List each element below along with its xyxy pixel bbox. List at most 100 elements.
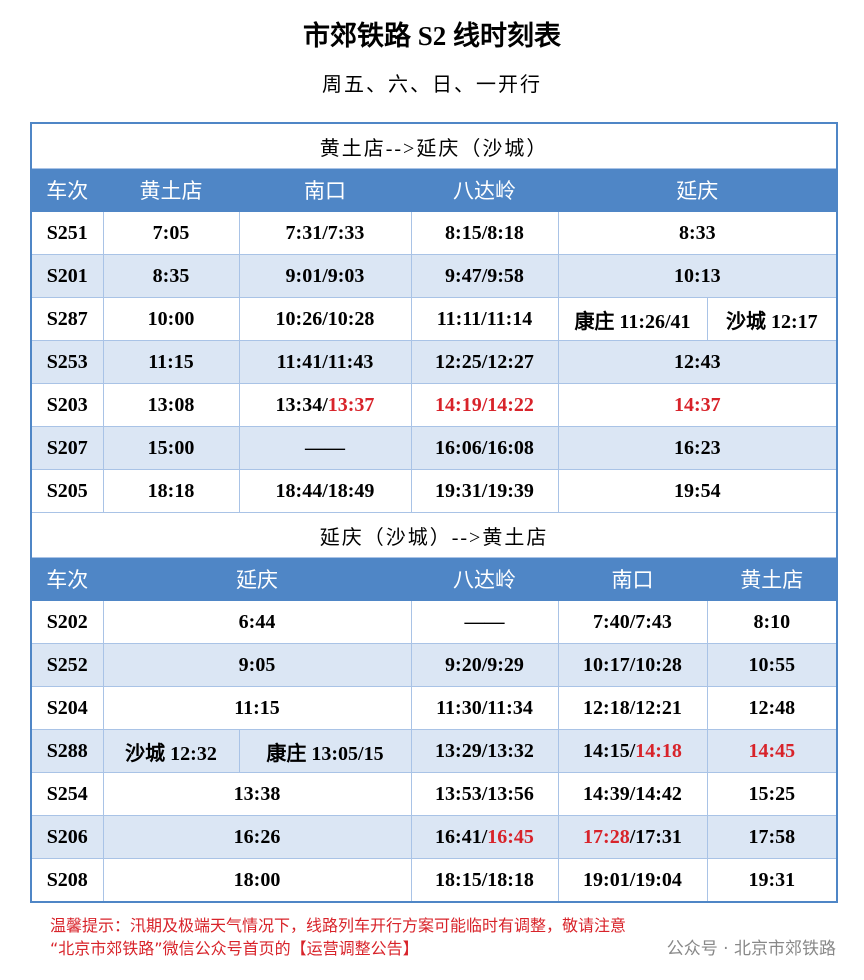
cell-text: 11:41/11:43	[276, 350, 374, 373]
cell: 18:15/18:18	[410, 858, 559, 903]
cell-text: /17:31	[629, 825, 682, 848]
cell-text: 11:11/11:14	[436, 307, 533, 330]
cell: 车次	[30, 168, 104, 212]
cell-text: 10:26/10:28	[275, 307, 375, 330]
cell: 13:38	[102, 772, 412, 816]
cell: 14:39/14:42	[557, 772, 708, 816]
cell: 13:29/13:32	[410, 729, 559, 773]
cell-text: 12:43	[673, 350, 721, 373]
direction-row: 延庆（沙城）-->黄土店	[30, 512, 838, 558]
cell: S207	[30, 426, 104, 470]
cell-text: 8:33	[678, 221, 716, 244]
cell: S208	[30, 858, 104, 903]
row: S208 18:00 18:15/18:18 19:01/19:04 19:31	[30, 858, 838, 903]
cell-text: 16:45	[487, 825, 534, 848]
cell: 15:00	[102, 426, 240, 470]
cell: S206	[30, 815, 104, 859]
cell: 11:11/11:14	[410, 297, 559, 341]
cell: 18:00	[102, 858, 412, 903]
cell: S203	[30, 383, 104, 427]
row: S205 18:18 18:44/18:49 19:31/19:39 19:54	[30, 469, 838, 513]
cell-text: 13:34/	[275, 393, 328, 416]
cell: 7:31/7:33	[238, 211, 412, 255]
cell-text: S287	[46, 307, 88, 330]
cell-text: S203	[46, 393, 88, 416]
cell-text: 15:00	[147, 436, 195, 459]
cell-text: 康庄 11:26/41	[574, 310, 691, 333]
cell-text: 12:18/12:21	[583, 696, 682, 719]
title: 市郊铁路 S2 线时刻表	[302, 21, 562, 51]
row: S253 11:15 11:41/11:43 12:25/12:27 12:43	[30, 340, 838, 384]
cell-text: 19:01/19:04	[583, 868, 682, 891]
cell-text: 7:31/7:33	[285, 221, 365, 244]
cell: 南口	[238, 168, 412, 212]
cell: S202	[30, 600, 104, 644]
cell: 10:17/10:28	[557, 643, 708, 687]
cell-text: 16:06/16:08	[435, 436, 534, 459]
cell-text: 17:28	[583, 825, 630, 848]
subtitle: 周五、六、日、一开行	[322, 74, 542, 96]
cell: 9:05	[102, 643, 412, 687]
cell-text: S204	[46, 696, 88, 719]
cell-text: 14:19/14:22	[435, 393, 534, 416]
cell: 13:53/13:56	[410, 772, 559, 816]
cell-text: 9:01/9:03	[285, 264, 365, 287]
cell-text: 16:41/	[435, 825, 488, 848]
row: S201 8:35 9:01/9:03 9:47/9:58 10:13	[30, 254, 838, 298]
cell-text: S207	[46, 436, 88, 459]
cell: 14:19/14:22	[410, 383, 559, 427]
row: S206 16:26 16:41/16:45 17:28/17:31 17:58	[30, 815, 838, 859]
cell-text: 14:15/	[583, 739, 636, 762]
cell: 12:48	[706, 686, 838, 730]
row: S251 7:05 7:31/7:33 8:15/8:18 8:33	[30, 211, 838, 255]
cell: 16:26	[102, 815, 412, 859]
cell-text: S253	[46, 350, 88, 373]
cell-text: 13:53/13:56	[435, 782, 534, 805]
cell: 14:45	[706, 729, 838, 773]
row: S204 11:15 11:30/11:34 12:18/12:21 12:48	[30, 686, 838, 730]
cell: 18:18	[102, 469, 240, 513]
cell-text: 10:55	[748, 653, 796, 676]
cell: ——	[410, 600, 559, 644]
direction: 黄土店-->延庆（沙城）	[30, 122, 838, 169]
cell-text: 18:44/18:49	[275, 479, 375, 502]
cell: 8:35	[102, 254, 240, 298]
cell: 11:15	[102, 686, 412, 730]
cell-text: 沙城 12:17	[725, 310, 818, 333]
row: S254 13:38 13:53/13:56 14:39/14:42 15:25	[30, 772, 838, 816]
cell: 9:20/9:29	[410, 643, 559, 687]
cell-text: S205	[46, 479, 88, 502]
direction: 延庆（沙城）-->黄土店	[30, 512, 838, 558]
cell: 15:25	[706, 772, 838, 816]
cell-text: 19:31	[748, 868, 796, 891]
cell: 沙城 12:32	[102, 729, 240, 773]
cell: 19:31/19:39	[410, 469, 559, 513]
cell-text: S202	[46, 610, 88, 633]
cell-text: 19:31/19:39	[435, 479, 534, 502]
cell: 沙城 12:17	[706, 297, 838, 341]
cell-text: 南口	[611, 568, 654, 592]
notice-line: “北京市郊铁路”微信公众号首页的【运营调整公告】	[50, 939, 419, 958]
cell-text: 8:15/8:18	[445, 221, 524, 244]
cell: ——	[238, 426, 412, 470]
cell-text: 6:44	[238, 610, 276, 633]
cell: 14:15/14:18	[557, 729, 708, 773]
cell: 14:37	[557, 383, 838, 427]
cell-text: 八达岭	[453, 179, 516, 203]
cell: 19:01/19:04	[557, 858, 708, 903]
cell: S205	[30, 469, 104, 513]
cell-text: 11:30/11:34	[436, 696, 533, 719]
cell-text: 10:13	[673, 264, 721, 287]
cell: 9:47/9:58	[410, 254, 559, 298]
cell-text: 8:10	[753, 610, 791, 633]
cell: S204	[30, 686, 104, 730]
cell: 10:55	[706, 643, 838, 687]
cell: S201	[30, 254, 104, 298]
cell-text: 13:37	[327, 393, 375, 416]
cell: 17:28/17:31	[557, 815, 708, 859]
cell-text: S288	[46, 739, 88, 762]
cell-text: 17:58	[748, 825, 796, 848]
cell-text: S206	[46, 825, 88, 848]
watermark: 公众号 · 北京市郊铁路	[666, 939, 836, 959]
cell: 16:23	[557, 426, 838, 470]
